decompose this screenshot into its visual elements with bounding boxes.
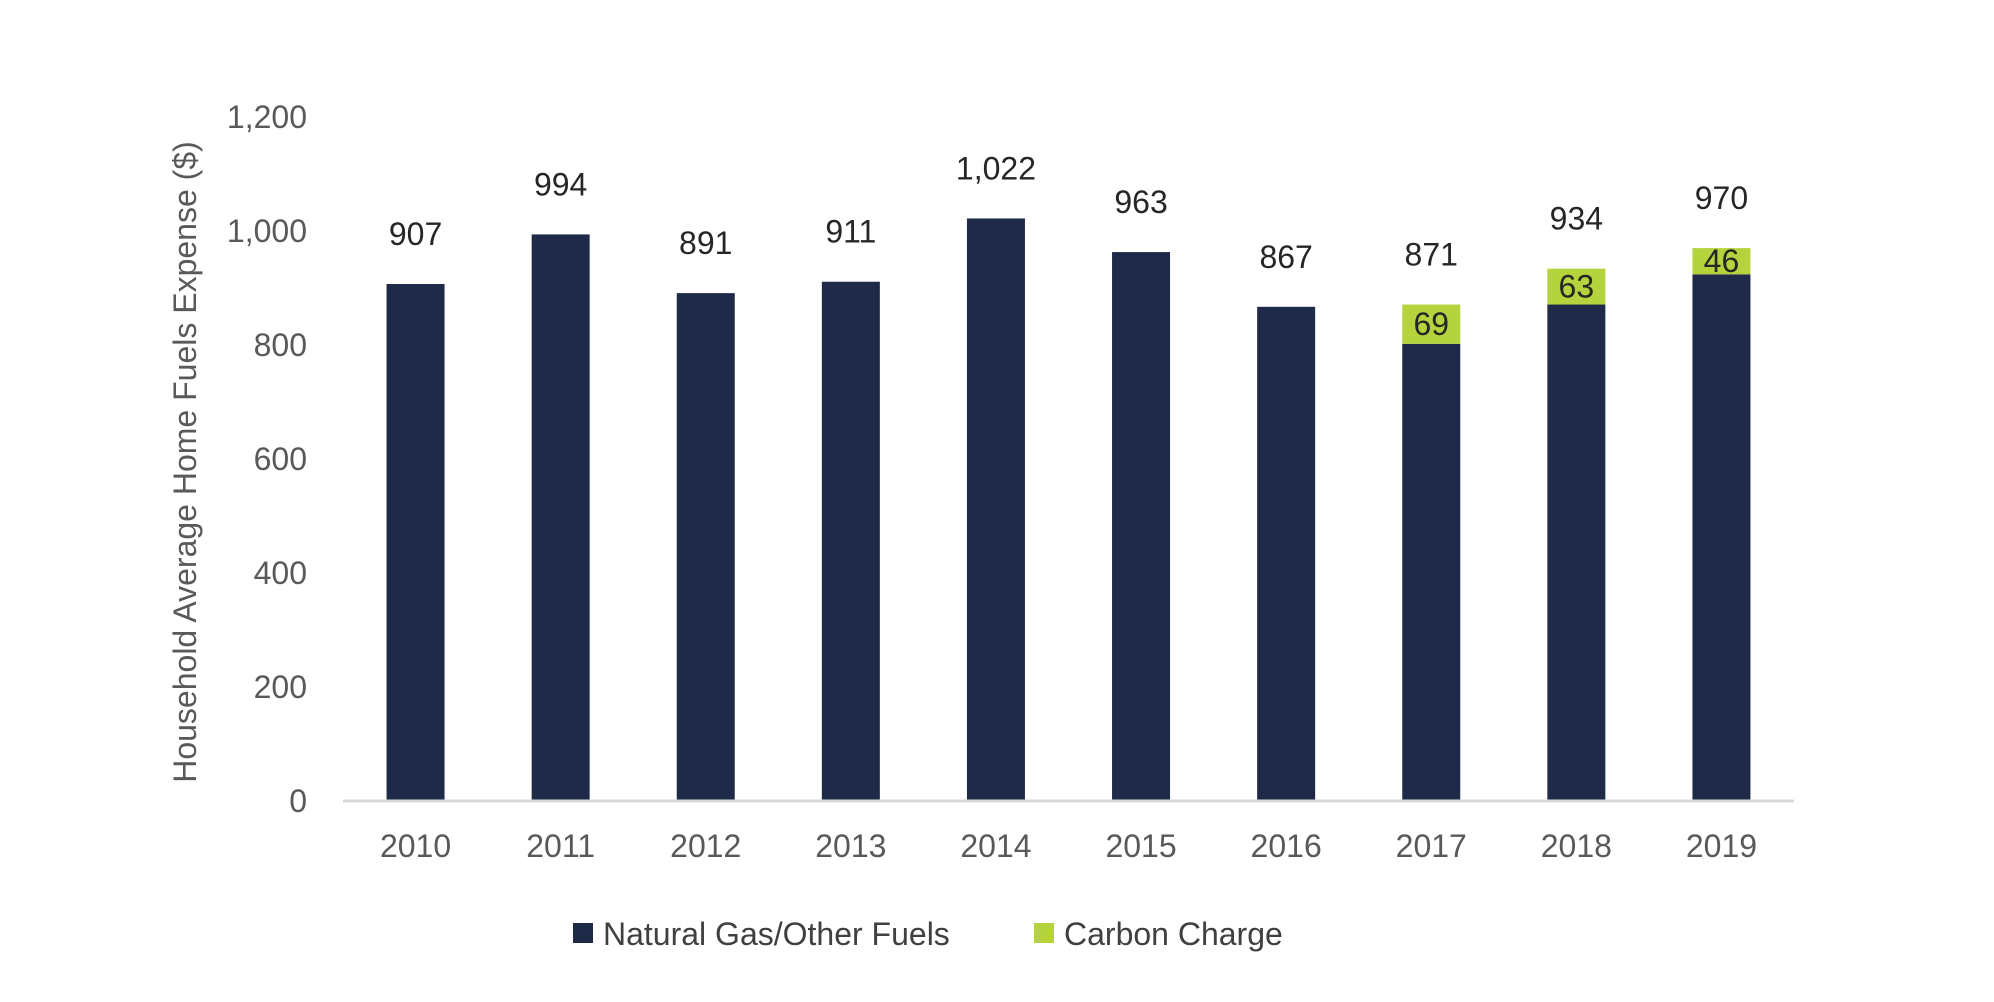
x-tick-label: 2012: [670, 828, 741, 864]
y-tick-label: 1,000: [227, 213, 307, 249]
x-axis: 2010 2011 2012 2013 2014 2015 2016 2017 2018 2019: [380, 828, 1757, 864]
y-axis: 0 200 400 600 800 1,000 1,200: [227, 99, 307, 819]
bar-natural-gas-2014: [966, 218, 1025, 801]
y-tick-label: 200: [254, 669, 307, 705]
bar-natural-gas-2015: [1112, 252, 1171, 802]
carbon-charge-value-label: 63: [1559, 269, 1595, 305]
legend: Natural Gas/Other Fuels Carbon Charge: [573, 916, 1283, 952]
bars: 907 994 891 911 1,022 963 867 69 871 63 934 46 970: [386, 150, 1751, 802]
total-value-label: 994: [534, 166, 587, 202]
carbon-charge-value-label: 46: [1704, 243, 1740, 279]
x-tick-label: 2013: [815, 828, 886, 864]
total-value-label: 907: [389, 216, 442, 252]
legend-label-natural-gas: Natural Gas/Other Fuels: [603, 916, 950, 952]
bar-natural-gas-2016: [1257, 306, 1316, 801]
y-tick-label: 600: [254, 441, 307, 477]
bar-carbon-charge-2019: [1692, 248, 1751, 275]
bar-natural-gas-2018: [1547, 304, 1606, 801]
y-tick-label: 0: [289, 783, 307, 819]
total-value-label: 934: [1550, 201, 1603, 237]
total-value-label: 1,022: [956, 150, 1036, 186]
x-tick-label: 2011: [526, 828, 595, 864]
total-value-label: 871: [1405, 237, 1458, 273]
bar-natural-gas-2019: [1692, 274, 1751, 801]
x-tick-label: 2017: [1396, 828, 1467, 864]
bar-carbon-charge-2018: [1547, 268, 1606, 305]
x-tick-label: 2015: [1105, 828, 1176, 864]
y-axis-title: Household Average Home Fuels Expense ($): [167, 141, 203, 783]
total-value-label: 970: [1695, 180, 1748, 216]
bar-natural-gas-2012: [676, 293, 735, 801]
x-tick-label: 2016: [1251, 828, 1322, 864]
bar-carbon-charge-2017: [1402, 304, 1461, 344]
x-tick-label: 2010: [380, 828, 451, 864]
total-value-label: 963: [1114, 184, 1167, 220]
bar-natural-gas-2010: [386, 284, 445, 801]
legend-label-carbon-charge: Carbon Charge: [1064, 916, 1283, 952]
y-tick-label: 400: [254, 555, 307, 591]
total-value-label: 891: [679, 225, 732, 261]
y-tick-label: 1,200: [227, 99, 307, 135]
legend-swatch-natural-gas: [573, 923, 593, 943]
total-value-label: 867: [1259, 239, 1312, 275]
x-tick-label: 2019: [1686, 828, 1757, 864]
total-value-label: 911: [825, 214, 876, 250]
y-tick-label: 800: [254, 327, 307, 363]
x-tick-label: 2018: [1541, 828, 1612, 864]
x-tick-label: 2014: [960, 828, 1031, 864]
bar-natural-gas-2017: [1402, 343, 1461, 801]
bar-natural-gas-2013: [821, 281, 880, 802]
carbon-charge-value-label: 69: [1413, 306, 1449, 342]
bar-natural-gas-2011: [531, 234, 590, 802]
legend-swatch-carbon-charge: [1034, 923, 1054, 943]
